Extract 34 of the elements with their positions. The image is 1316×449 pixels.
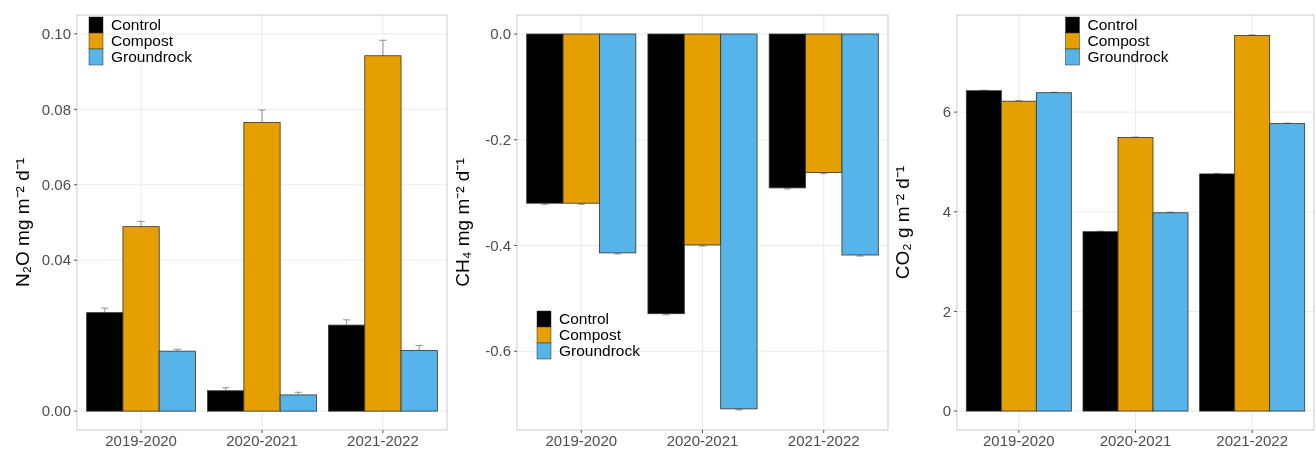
legend-label: Groundrock [111, 48, 193, 65]
y-tick-label: 0.10 [41, 25, 71, 43]
x-tick-label: 2020-2021 [226, 432, 298, 449]
y-tick-label: 0 [942, 402, 951, 420]
legend-label: Control [111, 16, 161, 33]
y-axis-title: N₂O mg m⁻² d⁻¹ [12, 157, 33, 288]
y-tick-label: 6 [942, 103, 951, 121]
legend-label: Compost [1087, 32, 1151, 49]
legend-label: Groundrock [559, 342, 641, 359]
y-tick-label: 0.04 [41, 251, 71, 269]
legend-label: Compost [559, 326, 622, 343]
legend-label: Control [559, 310, 609, 327]
y-tick-label: -0.2 [485, 131, 511, 149]
y-tick-label: -0.6 [485, 342, 511, 360]
legend-label: Groundrock [1087, 48, 1169, 65]
legend-label: Control [1087, 16, 1138, 33]
x-tick-label: 2021-2022 [787, 432, 860, 449]
x-tick-label: 2021-2022 [1216, 432, 1289, 449]
y-axis-title: CO₂ g m⁻² d⁻¹ [892, 165, 913, 280]
y-tick-label: 0.08 [41, 100, 71, 118]
y-tick-label: 0.00 [41, 402, 71, 420]
x-tick-label: 2020-2021 [1099, 432, 1172, 449]
y-tick-label: 2 [942, 302, 951, 320]
y-tick-label: 4 [942, 203, 951, 221]
y-axis-title: CH₄ mg m⁻² d⁻¹ [452, 158, 473, 287]
y-tick-label: 0.0 [490, 25, 511, 43]
y-tick-label: 0.06 [41, 176, 71, 194]
x-tick-label: 2019-2020 [105, 432, 177, 449]
x-tick-label: 2020-2021 [666, 432, 739, 449]
legend-label: Compost [111, 32, 174, 49]
x-tick-label: 2019-2020 [545, 432, 618, 449]
x-tick-label: 2019-2020 [982, 432, 1055, 449]
x-tick-label: 2021-2022 [347, 432, 419, 449]
y-tick-label: -0.4 [485, 236, 511, 254]
